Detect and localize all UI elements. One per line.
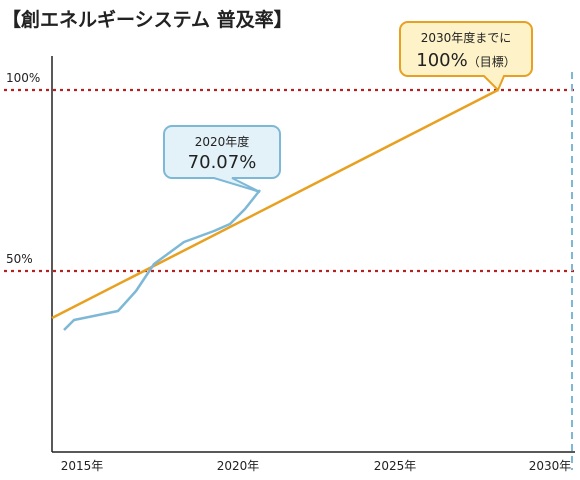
callout-2030-target: 2030年度までに 100%（目標） xyxy=(399,21,533,92)
reference-label-50: 50% xyxy=(6,252,33,266)
series-target-line xyxy=(51,88,499,320)
chart-title: 【創エネルギーシステム 普及率】 xyxy=(2,8,293,31)
x-tick-label-2020: 2020年 xyxy=(217,459,260,473)
reference-label-100: 100% xyxy=(6,71,40,85)
callout-2020-background xyxy=(163,125,281,193)
x-tick-label-2030: 2030年 xyxy=(529,459,572,473)
callout-2030-value-note: （目標） xyxy=(468,55,516,69)
series-actual-line xyxy=(63,189,261,331)
callout-2020-label: 2020年度 xyxy=(195,134,250,149)
x-tick-label-2025: 2025年 xyxy=(374,459,417,473)
callout-2030-label: 2030年度までに xyxy=(421,30,512,45)
callout-2020-value: 2020年度 70.07% xyxy=(163,125,281,193)
callout-2030-background xyxy=(399,21,533,92)
callout-2030-value-big: 100% xyxy=(416,50,467,71)
callout-2030-value-text: 100%（目標） xyxy=(416,50,515,71)
x-tick-label-2015: 2015年 xyxy=(61,459,104,473)
callout-2020-value-text: 70.07% xyxy=(188,152,257,173)
